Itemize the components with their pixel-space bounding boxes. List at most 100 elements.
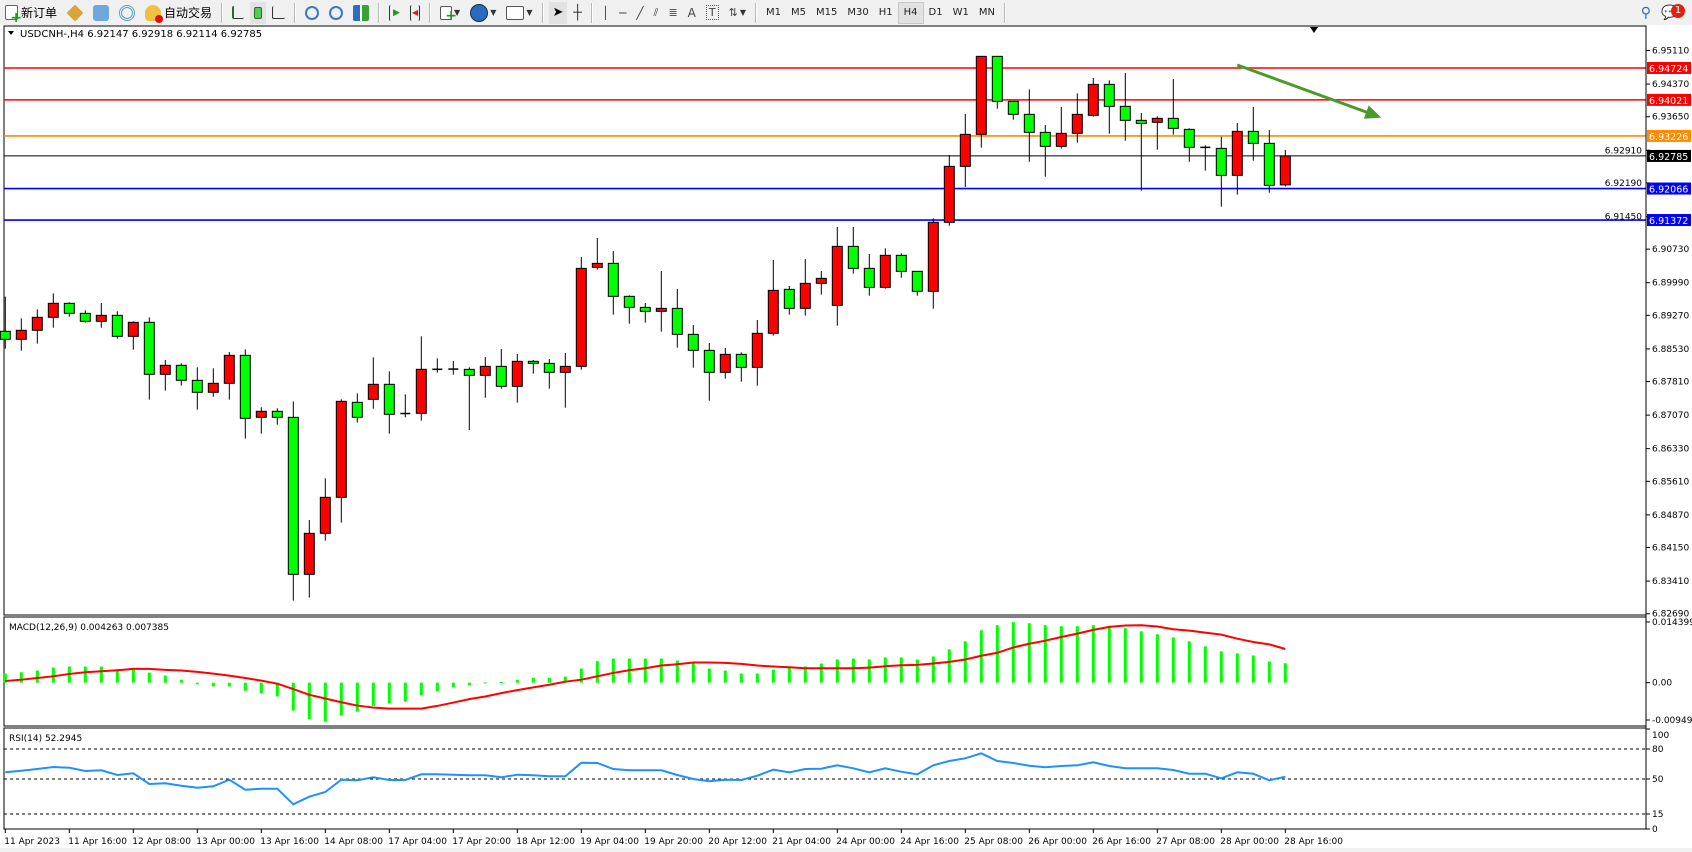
zoom-out-button[interactable] — [325, 2, 347, 24]
candle-body — [1055, 132, 1067, 147]
candle-body — [591, 262, 603, 268]
macd-histogram-bar — [115, 669, 119, 683]
candle — [687, 324, 699, 368]
price-tick-label: 6.91450 — [1605, 212, 1642, 222]
timeframe-w1[interactable]: W1 — [952, 6, 969, 18]
macd-signal-line — [5, 624, 1286, 710]
candle — [239, 349, 251, 439]
equidistant-channel-tool[interactable]: ⫽ — [650, 2, 663, 24]
price-tick-label: 6.92910 — [1605, 146, 1642, 156]
chevron-down-icon: ▼ — [454, 8, 461, 17]
tile-windows-button[interactable] — [349, 2, 373, 24]
arrows-tool[interactable]: ⇅ ▼ — [725, 2, 750, 24]
candle — [591, 238, 603, 270]
zoom-in-button[interactable] — [301, 2, 323, 24]
macd-histogram-bar — [803, 666, 807, 683]
candle — [367, 357, 379, 409]
rsi-line — [5, 752, 1286, 806]
timeframe-m5[interactable]: M5 — [791, 6, 806, 18]
timeframe-d1[interactable]: D1 — [928, 6, 943, 18]
new-order-button[interactable]: + 新订单 — [1, 2, 61, 25]
timeframe-mn[interactable]: MN — [978, 6, 995, 18]
vertical-line-icon: │ — [601, 5, 610, 20]
chart-window[interactable]: 6.95110 6.94370 6.93650 6.92910 6.92190 6.914… — [0, 25, 1692, 852]
macd-tick-label: 0.00 — [1652, 679, 1672, 689]
candle — [863, 254, 875, 296]
auto-trading-button[interactable]: 自动交易 — [141, 2, 216, 24]
candle-body — [255, 410, 267, 418]
price-label: 6.94724 — [1649, 64, 1688, 75]
macd-histogram-bar — [163, 675, 167, 683]
bar-chart-button[interactable] — [228, 2, 248, 24]
timeframe-h1[interactable]: H1 — [878, 6, 893, 18]
timeframe-m15[interactable]: M15 — [816, 6, 838, 18]
rsi-tick-label: 0 — [1652, 825, 1658, 835]
axes: 6.95110 6.94370 6.93650 6.92910 6.92190 6.914… — [0, 26, 1692, 852]
notifications-button[interactable]: 💬 1 — [1657, 2, 1691, 24]
vertical-line-tool[interactable]: │ — [598, 2, 613, 24]
candle — [0, 296, 11, 349]
candle-body — [1039, 131, 1051, 147]
trendline-tool[interactable]: ╱ — [632, 2, 647, 24]
price-label-background — [1647, 93, 1691, 106]
collapse-triangle-icon[interactable] — [8, 31, 14, 35]
price-tick-label: 6.93650 — [1652, 113, 1689, 123]
trend-arrow-line[interactable] — [1236, 63, 1374, 117]
macd-histogram-bar — [499, 682, 503, 684]
candlestick-chart-button[interactable] — [250, 1, 267, 24]
macd-histogram-bar — [179, 679, 183, 683]
candle — [271, 408, 283, 425]
horizontal-line-tool[interactable]: ─ — [615, 2, 630, 24]
macd-histogram-bar — [1123, 628, 1127, 683]
chart-shift-marker[interactable] — [1310, 27, 1318, 33]
text-icon: A — [687, 5, 696, 20]
macd-histogram-bar — [707, 668, 711, 683]
candle-body — [127, 321, 139, 337]
macd-histogram-bar — [403, 682, 407, 702]
timeframe-h4[interactable]: H4 — [897, 1, 924, 24]
line-chart-button[interactable] — [268, 2, 289, 24]
cursor-tool[interactable]: ➤ — [548, 1, 568, 24]
candle — [175, 363, 187, 386]
candle — [1151, 116, 1163, 150]
candle-body — [159, 364, 171, 375]
candle — [15, 318, 27, 351]
indicators-button[interactable]: + ▼ — [436, 2, 464, 24]
periods-button[interactable]: ▼ — [466, 2, 500, 24]
macd-histogram-bar — [339, 682, 343, 716]
text-tool[interactable]: A — [684, 2, 700, 24]
candle-body — [687, 333, 699, 351]
zoom-in-icon — [305, 5, 320, 20]
candle-body — [271, 410, 283, 418]
crosshair-tool[interactable]: ┼ — [569, 2, 585, 24]
macd-histogram-bar — [355, 682, 359, 712]
macd-histogram-bar — [579, 668, 583, 683]
candle-body — [927, 221, 939, 292]
timeframe-m1[interactable]: M1 — [766, 6, 781, 18]
macd-histogram-bar — [1075, 626, 1079, 683]
price-label-background — [1647, 149, 1691, 162]
horizontal-lines[interactable] — [4, 63, 1646, 221]
toolbar-divider — [590, 2, 593, 23]
fibonacci-icon: ≣ — [668, 6, 678, 19]
candle — [79, 310, 91, 323]
timeframe-m30[interactable]: M30 — [847, 6, 869, 18]
navigator-button[interactable] — [89, 2, 113, 24]
chart-shift-button[interactable]: ◀ — [406, 2, 424, 24]
candle-body — [0, 330, 11, 340]
time-tick-label: 17 Apr 04:00 — [388, 837, 447, 847]
candle-body — [207, 382, 219, 393]
templates-button[interactable]: ▼ — [502, 2, 536, 24]
fibonacci-tool[interactable]: ≣ — [664, 2, 681, 24]
candle-body — [495, 365, 507, 387]
auto-scroll-button[interactable]: ▶ — [385, 2, 404, 24]
candle — [1231, 123, 1243, 195]
market-watch-button[interactable] — [63, 2, 87, 24]
macd-histogram-bar — [3, 673, 7, 683]
search-button[interactable]: ⚲ — [1637, 2, 1655, 24]
text-label-tool[interactable]: T — [702, 2, 723, 24]
candle-body — [559, 365, 571, 373]
price-labels: 6.94724 6.94021 6.93226 6.92785 6.92066 6.913… — [1647, 62, 1691, 227]
candle-body — [367, 383, 379, 400]
signals-button[interactable] — [115, 2, 139, 24]
